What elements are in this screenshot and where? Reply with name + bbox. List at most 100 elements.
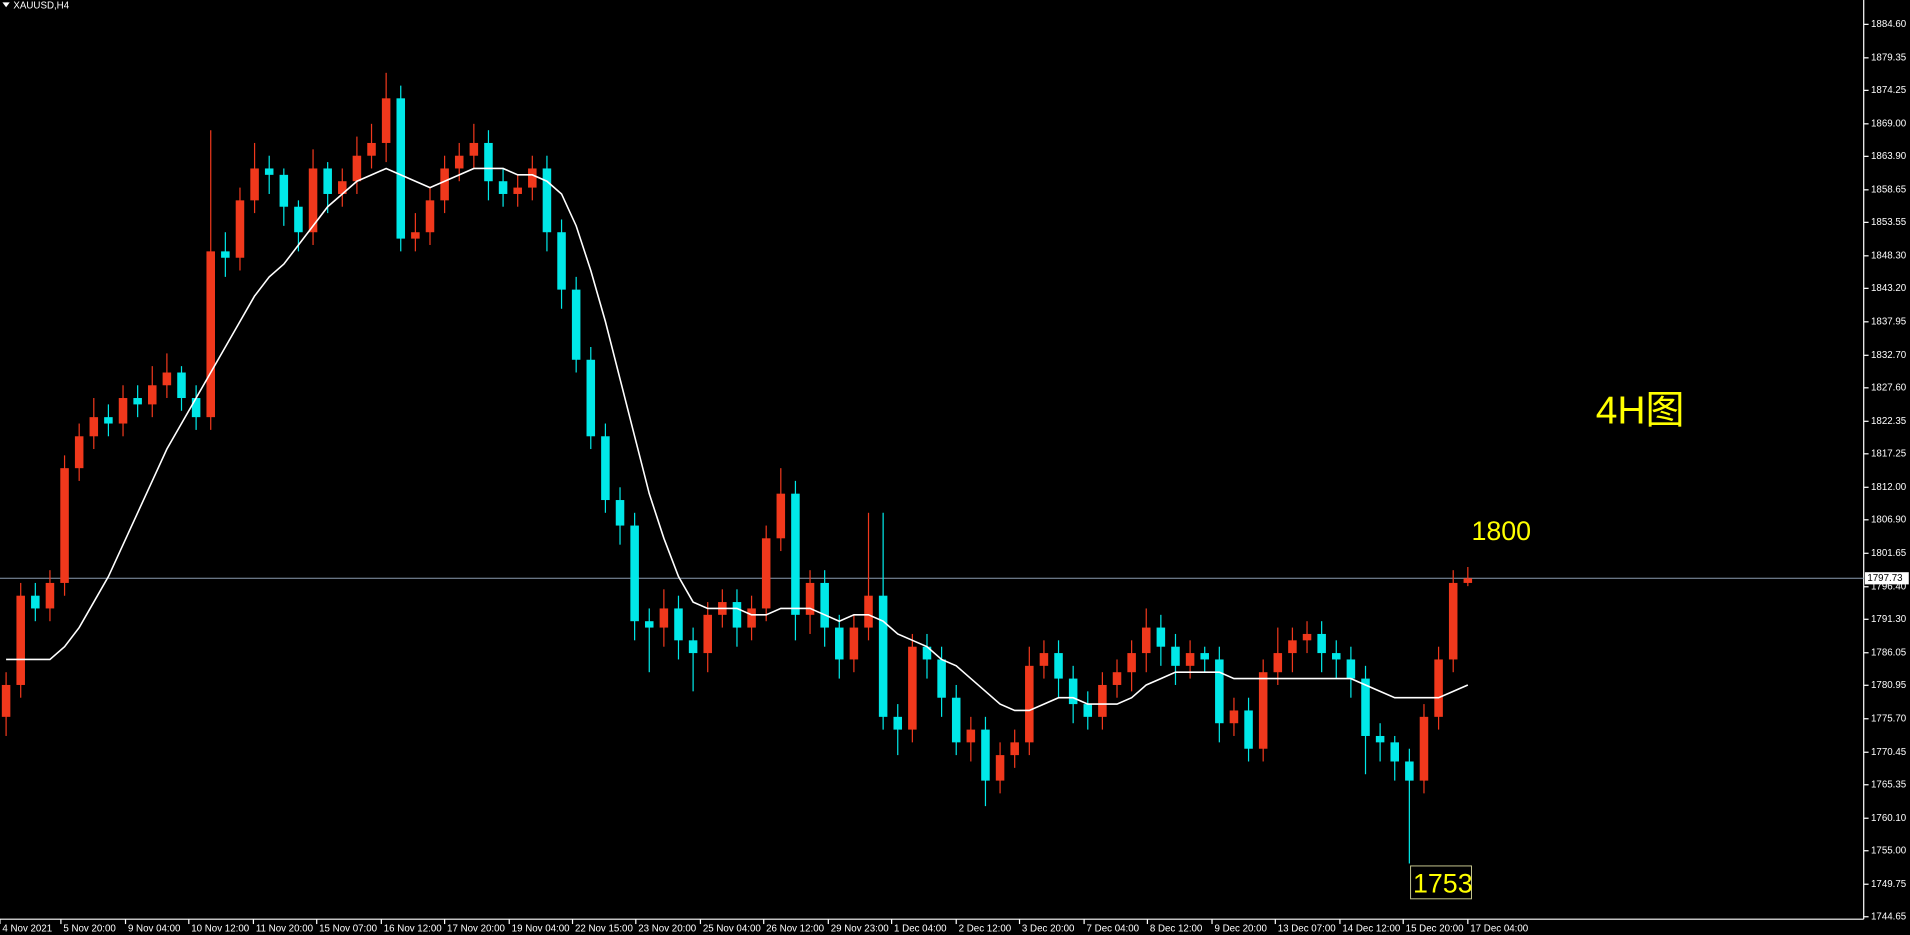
y-tick-label: 1796.40	[1871, 581, 1907, 592]
candle-body	[1, 684, 11, 717]
y-tick-label: 1780.95	[1871, 680, 1906, 691]
candle-body	[747, 608, 756, 628]
x-tick-label: 8 Dec 12:00	[1150, 923, 1203, 934]
x-tick-label: 9 Dec 20:00	[1214, 923, 1267, 934]
candle-body	[279, 174, 289, 207]
x-tick-label: 17 Nov 20:00	[447, 923, 506, 934]
x-tick-label: 23 Nov 20:00	[638, 923, 697, 934]
annotation-low-box	[1410, 865, 1472, 900]
y-tick-label: 1765.35	[1871, 779, 1906, 790]
y-tick-label: 1801.65	[1871, 548, 1906, 559]
candle-body	[191, 398, 201, 418]
candle-body	[206, 251, 215, 418]
current-price-box	[1864, 572, 1909, 585]
candle-body	[1156, 627, 1166, 647]
y-tick-label: 1879.35	[1871, 52, 1906, 63]
x-tick-label: 15 Dec 20:00	[1406, 923, 1465, 934]
x-tick-label: 5 Nov 20:00	[63, 923, 116, 934]
candle-body	[396, 98, 406, 239]
candle-body	[981, 729, 990, 781]
chart-title: XAUUSD,H4	[13, 1, 69, 12]
candle-body	[893, 716, 903, 730]
candle-body	[1215, 659, 1224, 724]
candle-body	[557, 232, 566, 290]
y-tick-label: 1806.90	[1871, 514, 1907, 525]
candle-body	[45, 582, 55, 609]
x-tick-label: 2 Dec 12:00	[959, 923, 1012, 934]
candle-body	[440, 168, 449, 201]
y-tick-label: 1858.65	[1871, 184, 1906, 195]
y-tick-label: 1744.65	[1871, 911, 1906, 922]
candle-body	[1010, 742, 1019, 756]
y-tick-label: 1749.75	[1871, 879, 1906, 890]
candle-body	[104, 417, 113, 424]
candle-body	[849, 627, 859, 660]
y-tick-label: 1843.20	[1871, 283, 1907, 294]
candle-body	[381, 98, 391, 143]
annotation-timeframe: 4H图	[1596, 390, 1685, 433]
candle-body	[820, 582, 829, 628]
candle-body	[1054, 653, 1063, 679]
candle-body	[1419, 716, 1429, 781]
candle-body	[542, 168, 552, 233]
x-tick-label: 14 Dec 12:00	[1342, 923, 1401, 934]
candle-body	[1361, 678, 1370, 736]
candle-body	[118, 398, 128, 424]
y-tick-label: 1837.95	[1871, 316, 1906, 327]
candle-body	[484, 142, 493, 182]
candle-body	[513, 187, 522, 194]
y-tick-label: 1755.00	[1871, 845, 1907, 856]
candle-body	[411, 232, 420, 239]
candle-body	[659, 608, 669, 628]
x-tick-label: 26 Nov 12:00	[766, 923, 825, 934]
candle-body	[221, 251, 230, 258]
y-tick-label: 1869.00	[1871, 118, 1907, 129]
candle-body	[1258, 672, 1268, 749]
candle-body	[1448, 582, 1458, 660]
candle-body	[1302, 633, 1312, 641]
candle-body	[16, 595, 25, 685]
candle-body	[1098, 684, 1107, 717]
candle-body	[177, 372, 186, 399]
candle-body	[1434, 659, 1443, 717]
y-tick-label: 1770.45	[1871, 747, 1906, 758]
candle-body	[1346, 659, 1356, 679]
y-tick-label: 1863.90	[1871, 151, 1907, 162]
x-tick-label: 22 Nov 15:00	[575, 923, 634, 934]
x-tick-label: 19 Nov 04:00	[512, 923, 571, 934]
candle-body	[995, 755, 1005, 781]
candle-body	[148, 385, 157, 405]
candle-body	[571, 289, 581, 360]
candle-body	[966, 729, 976, 743]
candle-body	[761, 538, 771, 609]
x-tick-label: 25 Nov 04:00	[703, 923, 762, 934]
candle-body	[791, 493, 800, 615]
y-tick-label: 1884.60	[1871, 19, 1907, 30]
x-tick-label: 16 Nov 12:00	[384, 923, 443, 934]
candle-body	[352, 155, 362, 182]
x-tick-label: 1 Dec 04:00	[894, 923, 947, 934]
candle-body	[1039, 653, 1049, 666]
candle-body	[1200, 653, 1209, 660]
moving-average	[6, 167, 1469, 712]
y-tick-label: 1775.70	[1871, 713, 1907, 724]
candle-body	[367, 142, 376, 156]
y-tick-label: 1853.55	[1871, 217, 1906, 228]
candle-body	[674, 608, 683, 641]
y-tick-label: 1760.10	[1871, 813, 1907, 824]
candle-body	[469, 142, 479, 156]
candle-body	[31, 595, 40, 609]
y-tick-label: 1791.30	[1871, 614, 1907, 625]
candle-body	[937, 659, 946, 698]
x-tick-label: 10 Nov 12:00	[191, 923, 250, 934]
y-tick-label: 1827.60	[1871, 382, 1907, 393]
candle-body	[250, 168, 259, 201]
candle-body	[1317, 633, 1326, 654]
y-tick-label: 1812.00	[1871, 482, 1907, 493]
candle-body	[1273, 653, 1283, 673]
candle-body	[528, 168, 537, 188]
candle-body	[60, 468, 69, 583]
y-tick-label: 1874.25	[1871, 85, 1906, 96]
